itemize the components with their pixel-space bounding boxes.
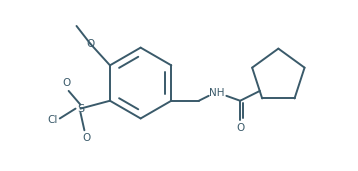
Text: NH: NH <box>209 88 224 98</box>
Text: O: O <box>82 133 91 143</box>
Text: Cl: Cl <box>48 115 58 125</box>
Text: O: O <box>236 123 244 133</box>
Text: O: O <box>86 39 95 49</box>
Text: O: O <box>63 78 71 88</box>
Text: S: S <box>77 104 84 114</box>
